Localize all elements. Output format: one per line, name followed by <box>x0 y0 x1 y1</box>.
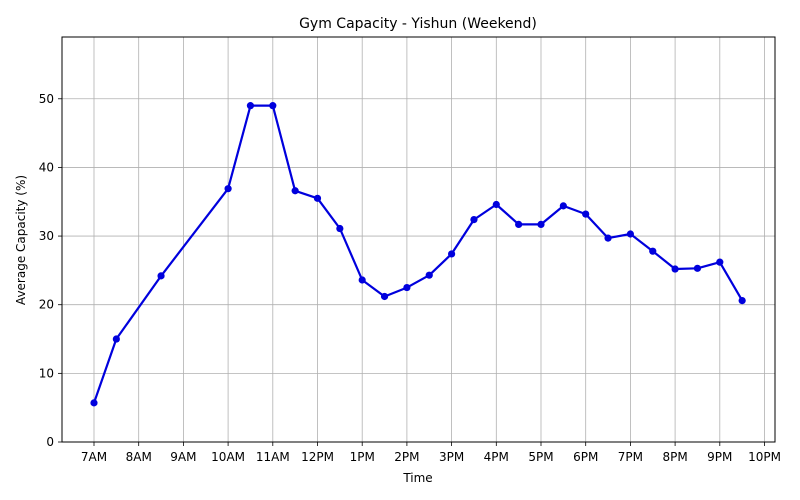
data-point <box>291 187 299 195</box>
data-point <box>246 102 255 110</box>
data-point <box>358 276 366 284</box>
x-tick-label: 10AM <box>211 450 245 464</box>
x-axis: 7AM 8AM 9AM 10AM 11AM 12PM 1PM 2PM 3PM 4PM 5PM 6PM 7… <box>81 442 781 464</box>
y-tick-label: 40 <box>39 160 54 174</box>
data-point <box>224 185 232 193</box>
data-point <box>269 102 277 110</box>
x-tick-label: 12PM <box>301 450 334 464</box>
data-point <box>649 247 657 255</box>
x-tick-label: 1PM <box>350 450 375 464</box>
plot-area-frame <box>61 36 776 443</box>
x-tick-label: 9AM <box>170 450 196 464</box>
data-point <box>112 335 120 343</box>
y-tick-label: 20 <box>39 298 54 312</box>
x-tick-label: 7PM <box>618 450 643 464</box>
y-tick-label: 0 <box>46 435 54 449</box>
x-tick-label: 11AM <box>256 450 290 464</box>
x-tick-label: 4PM <box>484 450 509 464</box>
grid-lines <box>62 37 775 443</box>
data-point <box>582 210 590 218</box>
data-point <box>537 220 545 228</box>
data-point <box>738 296 746 305</box>
x-tick-label: 5PM <box>528 450 553 464</box>
data-point <box>626 230 635 238</box>
chart-title: Gym Capacity - Yishun (Weekend) <box>299 16 537 32</box>
data-point <box>313 194 322 202</box>
x-tick-label: 9PM <box>707 450 732 464</box>
y-axis-title: Average Capacity (%) <box>14 175 28 305</box>
x-tick-label: 2PM <box>394 450 419 464</box>
y-tick-label: 10 <box>39 366 54 380</box>
data-point <box>716 258 724 266</box>
x-tick-label: 8AM <box>126 450 152 464</box>
x-axis-title: Time <box>402 471 432 485</box>
x-tick-label: 3PM <box>439 450 464 464</box>
data-point <box>403 283 411 292</box>
x-tick-label: 8PM <box>662 450 687 464</box>
data-point <box>470 215 478 224</box>
data-point <box>157 272 165 280</box>
x-tick-label: 10PM <box>748 450 781 464</box>
y-axis: 0 10 20 30 40 50 <box>39 92 62 449</box>
x-tick-label: 7AM <box>81 450 107 464</box>
data-point <box>604 234 612 242</box>
data-point <box>693 264 702 272</box>
data-point <box>425 271 433 279</box>
data-point <box>559 202 567 210</box>
data-point <box>492 200 500 209</box>
series-group <box>90 102 746 407</box>
data-point <box>515 220 523 228</box>
y-tick-label: 50 <box>39 92 54 106</box>
data-point <box>336 224 344 233</box>
x-tick-label: 6PM <box>573 450 598 464</box>
data-point <box>380 292 389 301</box>
data-point <box>448 250 456 258</box>
data-point <box>90 399 98 407</box>
y-tick-label: 30 <box>39 229 54 243</box>
series-line <box>92 104 744 404</box>
data-point <box>671 265 679 273</box>
